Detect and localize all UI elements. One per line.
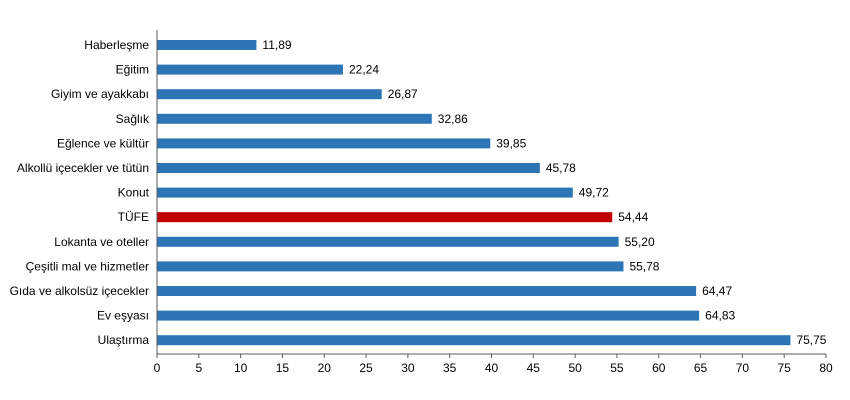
bar-egitim	[157, 64, 343, 75]
bar-ev-esyasi	[157, 310, 700, 321]
value-label-egitim: 22,24	[349, 63, 379, 77]
x-tick-label-50: 50	[568, 361, 582, 375]
x-tick-label-15: 15	[276, 361, 290, 375]
x-tick-label-5: 5	[195, 361, 202, 375]
bar-saglik	[157, 113, 432, 124]
value-label-gida-ve-alkolsuz-icecekler: 64,47	[702, 284, 732, 298]
category-label-tufe: TÜFE	[118, 210, 149, 224]
value-label-haberlesme: 11,89	[262, 38, 291, 52]
bar-cesitli-mal-ve-hizmetler	[157, 261, 624, 272]
x-tick-label-20: 20	[318, 361, 332, 375]
category-label-haberlesme: Haberleşme	[84, 38, 149, 52]
x-tick-label-70: 70	[736, 361, 750, 375]
value-label-lokanta-ve-oteller: 55,20	[625, 235, 655, 249]
category-label-giyim-ve-ayakkabi: Giyim ve ayakkabı	[51, 87, 149, 101]
value-label-konut: 49,72	[579, 186, 609, 200]
bar-lokanta-ve-oteller	[157, 236, 619, 247]
category-label-alkollu-icecekler-ve-tutun: Alkollü içecekler ve tütün	[17, 161, 149, 175]
value-label-eglence-ve-kultur: 39,85	[496, 136, 526, 150]
category-label-eglence-ve-kultur: Eğlence ve kültür	[57, 136, 149, 150]
bar-tufe	[157, 212, 613, 223]
category-label-cesitli-mal-ve-hizmetler: Çeşitli mal ve hizmetler	[26, 259, 149, 273]
x-tick-label-80: 80	[819, 361, 833, 375]
bars-layer	[157, 40, 791, 346]
labels-layer: Haberleşme 11,89 Eğitim 22,24 Giyim ve ayakk…	[10, 38, 827, 347]
value-label-cesitli-mal-ve-hizmetler: 55,78	[629, 259, 659, 273]
bar-alkollu-icecekler-ve-tutun	[157, 163, 540, 173]
bar-haberlesme	[157, 40, 257, 50]
category-label-gida-ve-alkolsuz-icecekler: Gıda ve alkolsüz içecekler	[10, 284, 149, 298]
category-label-ulastirma: Ulaştırma	[98, 333, 150, 347]
category-label-ev-esyasi: Ev eşyası	[97, 309, 149, 323]
x-tick-label-40: 40	[485, 361, 499, 375]
value-label-giyim-ve-ayakkabi: 26,87	[388, 87, 418, 101]
x-tick-label-75: 75	[778, 361, 792, 375]
category-label-egitim: Eğitim	[116, 63, 149, 77]
x-tick-label-10: 10	[234, 361, 248, 375]
value-label-alkollu-icecekler-ve-tutun: 45,78	[546, 161, 576, 175]
category-label-konut: Konut	[118, 186, 150, 200]
category-label-saglik: Sağlık	[116, 112, 150, 126]
value-label-tufe: 54,44	[618, 210, 648, 224]
value-label-ev-esyasi: 64,83	[705, 309, 735, 323]
x-tick-label-35: 35	[443, 361, 457, 375]
bar-ulastirma	[157, 335, 791, 346]
x-tick-label-0: 0	[154, 361, 161, 375]
bar-gida-ve-alkolsuz-icecekler	[157, 286, 697, 296]
bar-eglence-ve-kultur	[157, 138, 491, 149]
bar-giyim-ve-ayakkabi	[157, 89, 382, 100]
x-axis: 0 5 10 15 20 25 30 35 40 45 50 55 60 65 70 75 80	[154, 30, 833, 375]
x-tick-label-45: 45	[527, 361, 541, 375]
value-label-saglik: 32,86	[438, 112, 468, 126]
x-tick-label-60: 60	[652, 361, 666, 375]
x-tick-label-30: 30	[401, 361, 415, 375]
x-tick-label-25: 25	[359, 361, 373, 375]
bar-konut	[157, 187, 573, 198]
category-label-lokanta-ve-oteller: Lokanta ve oteller	[54, 235, 149, 249]
x-tick-label-65: 65	[694, 361, 708, 375]
x-tick-label-55: 55	[610, 361, 624, 375]
value-label-ulastirma: 75,75	[796, 333, 826, 347]
